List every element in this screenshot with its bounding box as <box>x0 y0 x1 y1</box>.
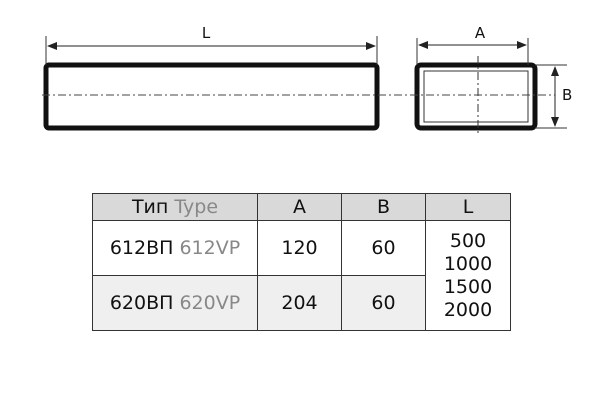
label-l: L <box>202 24 211 42</box>
duct-side-view <box>43 62 380 131</box>
header-a: A <box>257 193 342 221</box>
type-en: 612VP <box>179 237 241 259</box>
cell-type: 612ВП 612VP <box>92 220 258 276</box>
cell-a: 204 <box>257 275 342 331</box>
dimensions-table: Тип Type A B L 612ВП 612VP 120 60 500 10… <box>92 193 511 331</box>
cell-a: 120 <box>257 220 342 276</box>
header-type-ru: Тип <box>131 196 169 218</box>
duct-drawing: L A B <box>42 24 572 136</box>
header-l: L <box>425 193 511 221</box>
cell-type: 620ВП 620VP <box>92 275 258 331</box>
table-header: Тип Type A B L <box>92 193 511 221</box>
table-row: 612ВП 612VP 120 60 500 1000 1500 2000 <box>92 220 511 331</box>
length-value: 500 <box>449 229 487 252</box>
label-b: B <box>562 86 572 104</box>
header-type: Тип Type <box>92 193 258 221</box>
length-value: 2000 <box>443 298 493 321</box>
length-value: 1500 <box>443 275 493 298</box>
type-ru: 612ВП <box>109 237 174 259</box>
length-value: 1000 <box>443 252 493 275</box>
dimension-a: A <box>416 24 529 65</box>
cell-b: 60 <box>341 275 426 331</box>
dimension-b: B <box>535 64 572 129</box>
header-b: B <box>341 193 426 221</box>
duct-cross-section <box>414 56 538 136</box>
type-ru: 620ВП <box>109 292 174 314</box>
cell-b: 60 <box>341 220 426 276</box>
dimension-l: L <box>45 24 378 65</box>
label-a: A <box>475 24 486 42</box>
table-row: 620ВП 620VP 204 60 <box>92 275 511 331</box>
header-type-en: Type <box>174 196 219 218</box>
type-en: 620VP <box>179 292 241 314</box>
cell-lengths: 500 1000 1500 2000 <box>425 220 511 331</box>
